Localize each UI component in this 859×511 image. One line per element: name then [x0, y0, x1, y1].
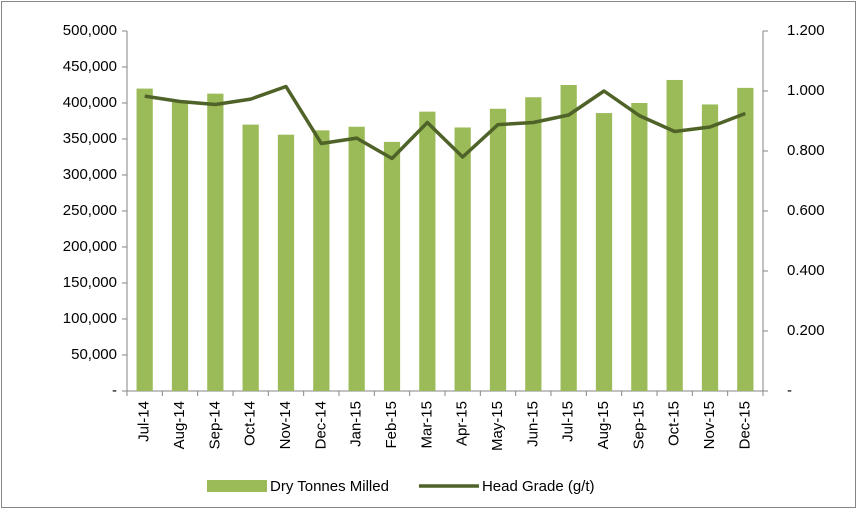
y-tick-label: 150,000: [63, 274, 117, 291]
y-tick-label: 250,000: [63, 202, 117, 219]
y2-tick-label: 1.000: [787, 82, 825, 99]
x-tick-label: Nov-15: [701, 401, 718, 449]
bar: [136, 88, 153, 391]
bar: [277, 134, 295, 391]
x-tick-label: Jul-15: [560, 401, 577, 442]
x-tick-label: Nov-14: [277, 401, 294, 449]
bar: [666, 79, 683, 392]
bar: [171, 100, 189, 391]
bar: [701, 104, 719, 391]
x-tick-label: Sep-15: [630, 401, 647, 449]
bar: [737, 87, 754, 391]
y2-tick-label: 0.600: [787, 202, 825, 219]
bar: [631, 103, 648, 391]
x-tick-label: Oct-14: [242, 401, 259, 446]
bar: [348, 126, 365, 391]
y-tick-label: -: [112, 382, 117, 399]
x-tick-label: Oct-15: [666, 401, 683, 446]
x-tick-label: Apr-15: [454, 401, 471, 446]
y-tick-label: 50,000: [71, 346, 117, 363]
x-tick-label: May-15: [489, 401, 506, 451]
y2-tick-label: 0.400: [787, 262, 825, 279]
y-tick-label: 100,000: [63, 310, 117, 327]
y-tick-label: 350,000: [63, 130, 117, 147]
x-tick-label: Feb-15: [383, 401, 400, 449]
x-tick-label: Dec-14: [312, 401, 329, 449]
x-tick-label: Jul-14: [136, 401, 153, 442]
bar: [242, 124, 259, 391]
bar: [207, 93, 224, 391]
y2-tick-label: 1.200: [787, 22, 825, 39]
y-tick-label: 200,000: [63, 238, 117, 255]
legend-swatch: [207, 480, 267, 492]
y2-tick-label: -: [787, 382, 792, 399]
x-tick-label: Mar-15: [418, 401, 435, 449]
y-tick-label: 450,000: [63, 58, 117, 75]
line: [144, 84, 746, 161]
y-tick-label: 300,000: [63, 166, 117, 183]
bar: [489, 108, 507, 391]
bar: [525, 97, 542, 392]
bar: [454, 127, 471, 391]
y2-tick-label: 0.200: [787, 322, 825, 339]
y2-tick-label: 0.800: [787, 142, 825, 159]
x-tick-label: Aug-15: [595, 401, 612, 449]
x-tick-label: Dec-15: [736, 401, 753, 449]
legend-label: Head Grade (g/t): [482, 478, 595, 495]
x-tick-label: Jan-15: [348, 401, 365, 447]
x-tick-label: Jun-15: [524, 401, 541, 447]
bar: [313, 130, 330, 392]
bar: [383, 141, 401, 391]
x-tick-label: Aug-14: [171, 401, 188, 449]
bar: [560, 85, 577, 391]
legend-label: Dry Tonnes Milled: [270, 478, 389, 495]
x-tick-label: Sep-14: [206, 401, 223, 449]
bar: [419, 111, 436, 391]
y-tick-label: 400,000: [63, 94, 117, 111]
bar: [595, 113, 613, 391]
y-tick-label: 500,000: [63, 22, 117, 39]
